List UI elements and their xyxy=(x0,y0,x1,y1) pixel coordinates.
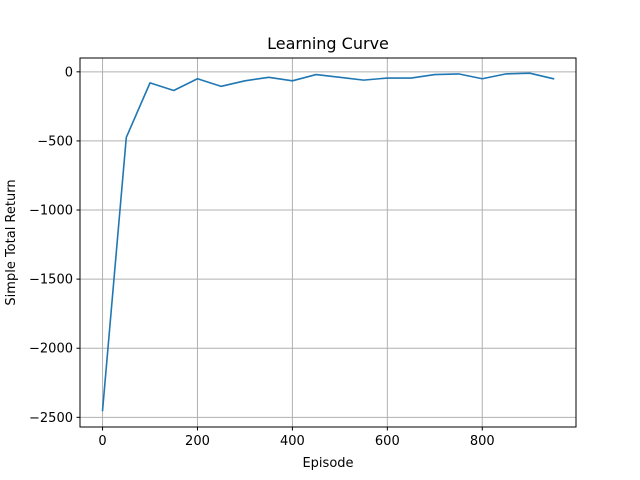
chart-title: Learning Curve xyxy=(267,34,389,53)
y-tick-label: −2500 xyxy=(29,411,73,426)
y-tick-label: −500 xyxy=(37,134,73,149)
y-tick-label: 0 xyxy=(65,65,73,80)
x-tick-label: 400 xyxy=(280,434,305,449)
y-tick-label: −1500 xyxy=(29,273,73,288)
x-tick-label: 200 xyxy=(185,434,210,449)
x-axis-label: Episode xyxy=(302,456,353,471)
plot-lines xyxy=(101,72,555,412)
x-tick-label: 600 xyxy=(375,434,400,449)
y-tick-label: −1000 xyxy=(29,204,73,219)
axes-frame xyxy=(79,57,577,428)
grid xyxy=(80,58,576,427)
axis-ticks: 0 200 400 600 800 0 −500 −1000 −1500 −2000 −2500 xyxy=(29,65,495,449)
x-tick-label: 0 xyxy=(98,434,106,449)
y-tick-label: −2000 xyxy=(29,342,73,357)
x-tick-label: 800 xyxy=(470,434,495,449)
y-axis-label: Simple Total Return xyxy=(4,179,19,305)
series-line xyxy=(101,72,555,412)
